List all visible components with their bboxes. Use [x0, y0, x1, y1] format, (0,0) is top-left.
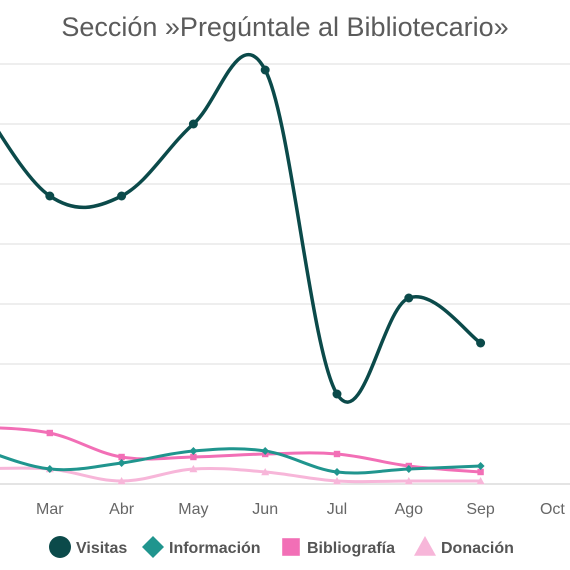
data-point-donacion — [404, 477, 413, 485]
legend-marker-bibliografia — [282, 538, 300, 556]
legend: Visitas Información Bibliografía Donación — [49, 536, 514, 558]
data-point-informacion — [261, 447, 270, 455]
gridlines — [0, 63, 570, 485]
data-point-bibliografia — [118, 453, 125, 461]
data-point-bibliografia — [477, 468, 484, 476]
legend-label: Donación — [441, 540, 514, 557]
legend-item-visitas: Visitas — [49, 536, 127, 558]
data-point-informacion — [476, 462, 485, 470]
x-tick-label: Abr — [109, 501, 135, 518]
data-point-informacion — [45, 465, 54, 473]
x-axis: Mar Abr May Jun Jul Ago Sep Oct — [36, 501, 565, 518]
x-tick-label: Ago — [395, 501, 424, 518]
data-point-donacion — [261, 468, 270, 476]
series-line-visitas — [0, 52, 483, 404]
series-markers — [45, 65, 486, 485]
legend-marker-donacion — [414, 536, 436, 556]
data-point-donacion — [189, 465, 198, 473]
series-line-bibliografia — [0, 426, 483, 474]
legend-marker-visitas — [49, 536, 71, 558]
data-point-visitas — [117, 191, 127, 201]
x-tick-label: Mar — [36, 501, 64, 518]
x-tick-label: Jul — [327, 501, 347, 518]
x-tick-label: Oct — [540, 501, 565, 518]
data-point-informacion — [189, 447, 198, 455]
x-tick-label: May — [178, 501, 208, 518]
data-point-donacion — [117, 477, 126, 485]
x-tick-label: Sep — [466, 501, 495, 518]
data-point-donacion — [476, 477, 485, 485]
data-point-visitas — [45, 191, 55, 201]
data-point-bibliografia — [333, 450, 341, 458]
legend-item-bibliografia: Bibliografía — [282, 538, 395, 557]
series-line-informacion — [0, 447, 483, 475]
data-point-visitas — [260, 65, 270, 75]
data-point-visitas — [332, 389, 342, 399]
data-point-visitas — [404, 293, 414, 303]
x-tick-label: Jun — [252, 501, 278, 518]
chart-title: Sección »Pregúntale al Bibliotecario» — [61, 12, 509, 42]
legend-label: Información — [169, 540, 261, 557]
data-point-informacion — [333, 468, 341, 476]
data-point-informacion — [404, 465, 413, 473]
data-point-informacion — [117, 459, 126, 467]
legend-item-donacion: Donación — [414, 536, 514, 557]
legend-marker-informacion — [142, 536, 164, 558]
data-point-bibliografia — [190, 453, 197, 461]
data-point-donacion — [333, 477, 341, 485]
data-point-visitas — [476, 338, 486, 348]
legend-label: Visitas — [76, 540, 127, 557]
legend-item-informacion: Información — [142, 536, 261, 558]
data-point-visitas — [188, 119, 198, 129]
legend-label: Bibliografía — [307, 540, 395, 557]
data-point-bibliografia — [46, 429, 53, 437]
series-lines — [0, 52, 483, 484]
